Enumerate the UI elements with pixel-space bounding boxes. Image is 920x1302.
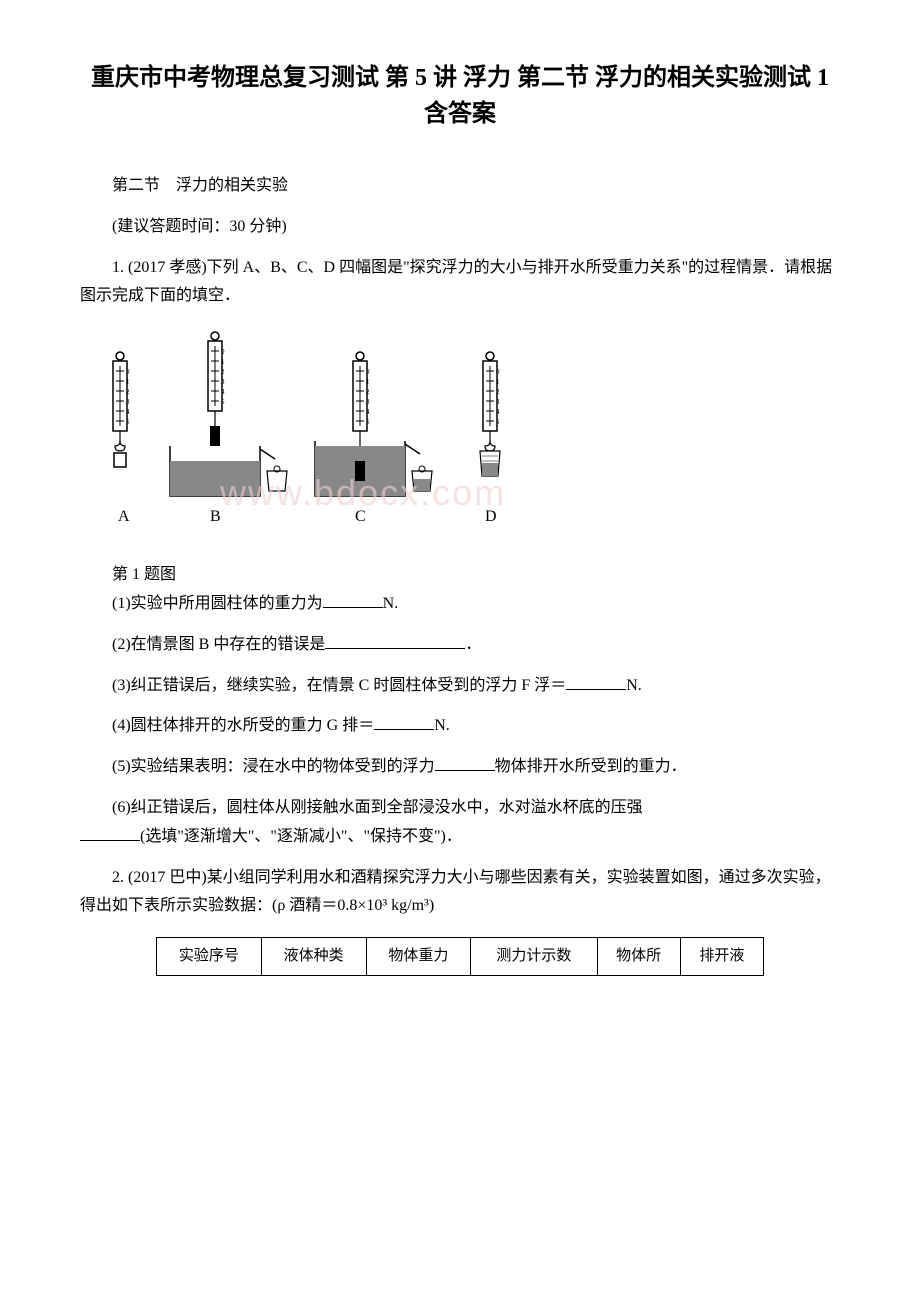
blank-fill[interactable]	[325, 648, 465, 649]
svg-text:0: 0	[126, 368, 130, 376]
svg-text:2: 2	[221, 368, 225, 376]
svg-text:1: 1	[221, 358, 225, 366]
svg-text:3: 3	[126, 398, 130, 406]
svg-text:4: 4	[221, 388, 225, 396]
svg-text:0: 0	[221, 348, 225, 356]
data-table: 实验序号 液体种类 物体重力 测力计示数 物体所 排开液	[156, 937, 764, 976]
svg-text:0: 0	[496, 368, 500, 376]
svg-text:3: 3	[366, 398, 370, 406]
svg-text:0: 0	[366, 368, 370, 376]
svg-text:1: 1	[126, 378, 130, 386]
q1-sub6: (6)纠正错误后，圆柱体从刚接触水面到全部浸没水中，水对溢水杯底的压强 (选填"逐…	[80, 794, 840, 852]
svg-text:4: 4	[366, 408, 370, 416]
experiment-diagram: 0 1 2 3 4 5 A 0 1 2 3 4 5	[80, 331, 580, 541]
svg-text:3: 3	[496, 398, 500, 406]
svg-text:2: 2	[496, 388, 500, 396]
q1-sub2-pre: (2)在情景图 B 中存在的错误是	[112, 636, 325, 653]
q2-intro: 2. (2017 巴中)某小组同学利用水和酒精探究浮力大小与哪些因素有关，实验装…	[80, 864, 840, 922]
q1-sub6-pre: (6)纠正错误后，圆柱体从刚接触水面到全部浸没水中，水对溢水杯底的压强	[80, 794, 643, 823]
blank-fill[interactable]	[435, 770, 495, 771]
q1-sub1: (1)实验中所用圆柱体的重力为 N.	[80, 590, 840, 619]
svg-text:4: 4	[496, 408, 500, 416]
table-header: 测力计示数	[471, 938, 597, 976]
q1-figure: 0 1 2 3 4 5 A 0 1 2 3 4 5	[80, 331, 840, 541]
q1-sub5-pre: (5)实验结果表明：浸在水中的物体受到的浮力	[80, 753, 435, 782]
q1-sub3-pre: (3)纠正错误后，继续实验，在情景 C 时圆柱体受到的浮力 F 浮＝	[112, 677, 566, 694]
blank-fill[interactable]	[374, 729, 434, 730]
section-heading: 第二节 浮力的相关实验	[80, 172, 840, 201]
label-b: B	[210, 508, 221, 525]
q1-sub4: (4)圆柱体排开的水所受的重力 G 排＝ N.	[80, 712, 840, 741]
table-header: 实验序号	[157, 938, 262, 976]
svg-text:5: 5	[366, 418, 370, 426]
q1-sub3-post: N.	[626, 677, 642, 694]
q1-sub6-post: (选填"逐渐增大"、"逐渐减小"、"保持不变")．	[140, 828, 462, 845]
svg-text:5: 5	[126, 418, 130, 426]
table-header: 物体所	[597, 938, 680, 976]
svg-text:5: 5	[221, 398, 225, 406]
q1-sub5-post: 物体排开水所受到的重力．	[495, 758, 687, 775]
q1-sub2-post: ．	[465, 636, 481, 653]
q1-sub1-post: N.	[383, 595, 399, 612]
q1-intro: 1. (2017 孝感)下列 A、B、C、D 四幅图是"探究浮力的大小与排开水所…	[80, 254, 840, 312]
table-header: 液体种类	[261, 938, 366, 976]
page-title: 重庆市中考物理总复习测试 第 5 讲 浮力 第二节 浮力的相关实验测试 1 含答…	[80, 60, 840, 132]
q1-sub1-pre: (1)实验中所用圆柱体的重力为	[112, 595, 323, 612]
label-a: A	[118, 508, 130, 525]
svg-text:4: 4	[126, 408, 130, 416]
svg-text:5: 5	[496, 418, 500, 426]
blank-fill[interactable]	[323, 607, 383, 608]
q1-sub3: (3)纠正错误后，继续实验，在情景 C 时圆柱体受到的浮力 F 浮＝ N.	[80, 672, 840, 701]
svg-text:2: 2	[366, 388, 370, 396]
blank-fill[interactable]	[80, 840, 140, 841]
q1-sub4-pre: (4)圆柱体排开的水所受的重力 G 排＝	[112, 717, 374, 734]
blank-fill[interactable]	[566, 689, 626, 690]
q1-sub2: (2)在情景图 B 中存在的错误是 ．	[80, 631, 840, 660]
q1-sub4-post: N.	[434, 717, 450, 734]
label-d: D	[485, 508, 497, 525]
svg-text:3: 3	[221, 378, 225, 386]
table-header: 排开液	[680, 938, 763, 976]
q1-figure-caption: 第 1 题图	[80, 561, 840, 590]
table-header: 物体重力	[366, 938, 471, 976]
q1-sub5: (5)实验结果表明：浸在水中的物体受到的浮力 物体排开水所受到的重力．	[80, 753, 840, 782]
label-c: C	[355, 508, 366, 525]
svg-text:2: 2	[126, 388, 130, 396]
svg-text:1: 1	[496, 378, 500, 386]
svg-text:1: 1	[366, 378, 370, 386]
time-hint: (建议答题时间：30 分钟)	[80, 213, 840, 242]
table-header-row: 实验序号 液体种类 物体重力 测力计示数 物体所 排开液	[157, 938, 764, 976]
